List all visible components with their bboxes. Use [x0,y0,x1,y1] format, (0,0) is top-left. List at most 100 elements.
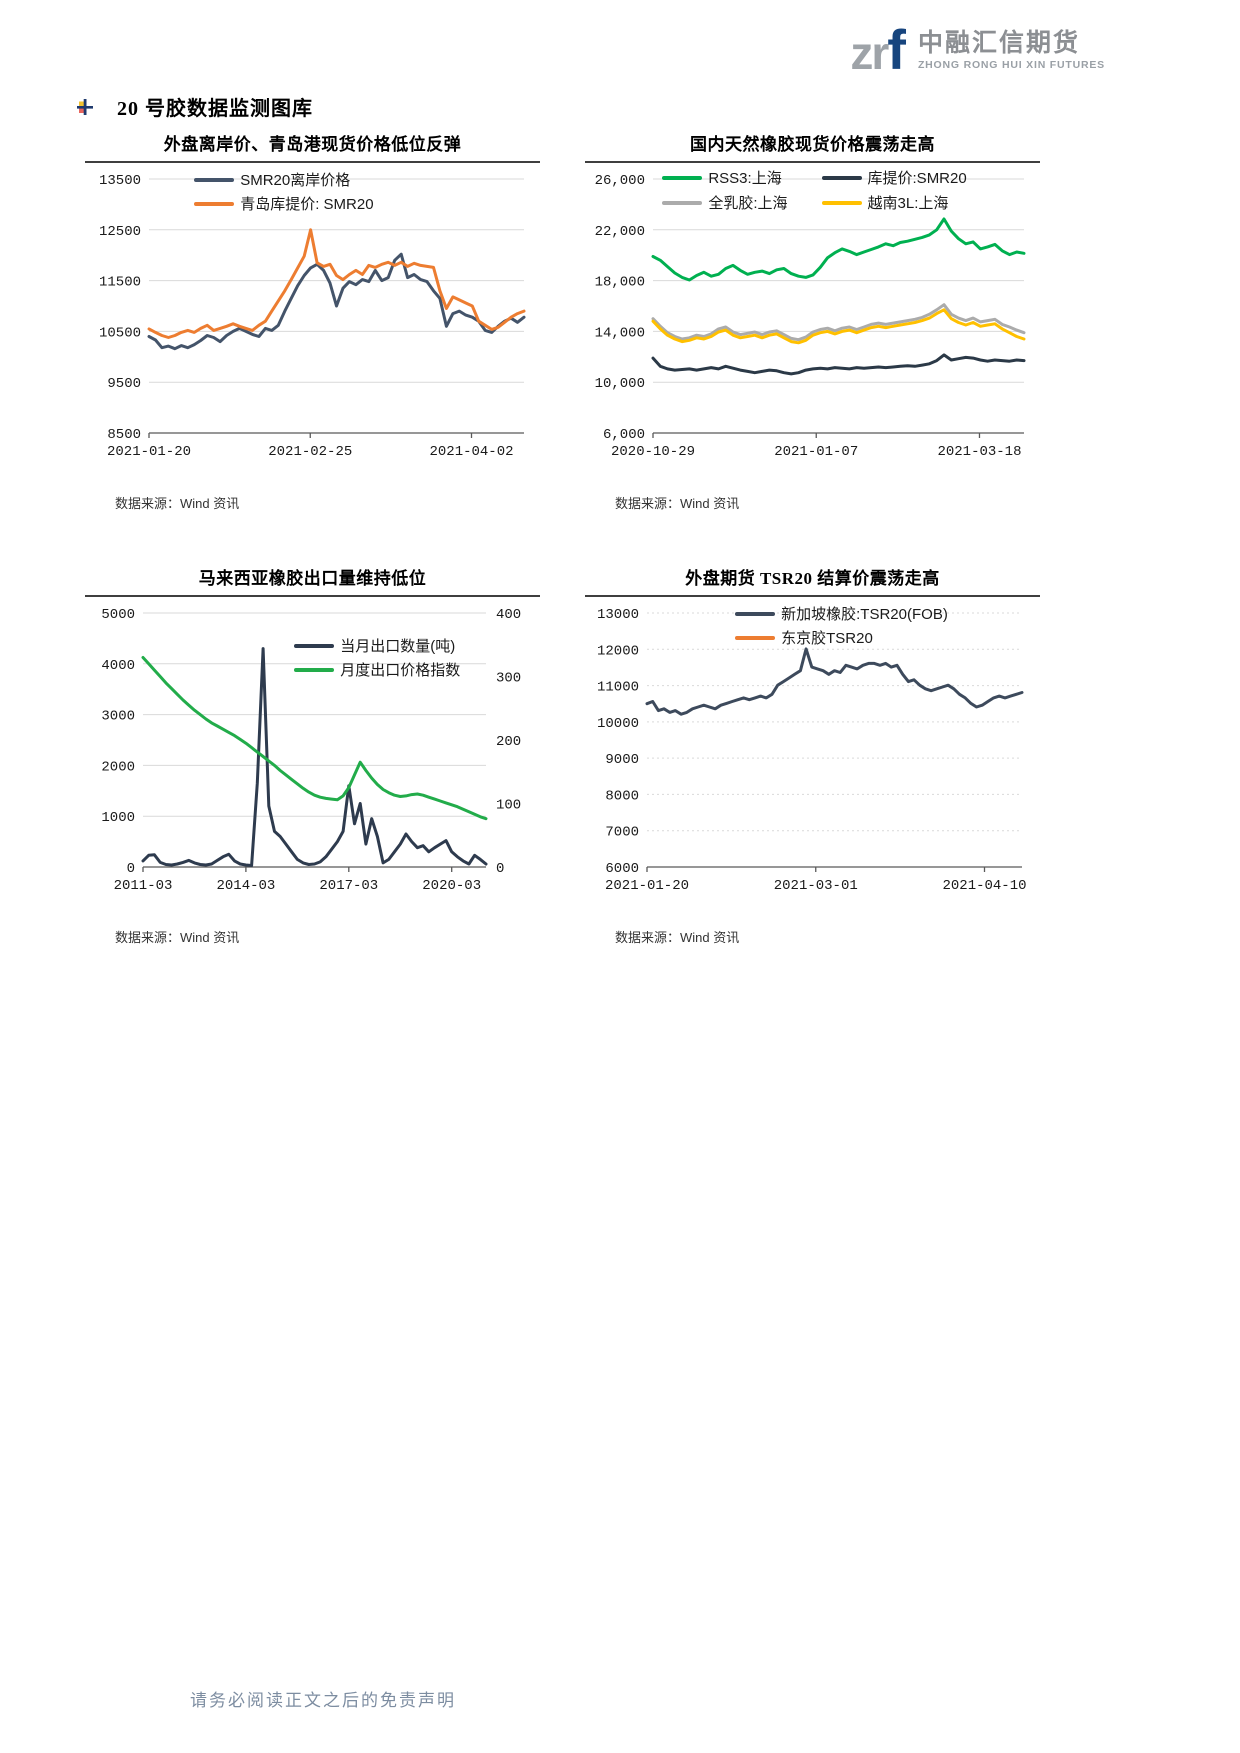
chart-legend: 新加坡橡胶:TSR20(FOB) 东京胶TSR20 [735,603,948,648]
svg-text:0: 0 [496,861,504,877]
section-title: 20 号胶数据监测图库 [117,98,313,120]
svg-text:26,000: 26,000 [595,173,645,189]
svg-text:7000: 7000 [605,825,639,841]
logo-wordmark: 中融汇信期货 ZHONG RONG HUI XIN FUTURES [918,29,1105,72]
svg-text:9500: 9500 [107,376,141,392]
legend-item: RSS3:上海 [662,167,787,188]
company-logo: zrf 中融汇信期货 ZHONG RONG HUI XIN FUTURES [850,22,1105,78]
legend-label: 越南3L:上海 [867,195,949,212]
svg-text:18,000: 18,000 [595,275,645,291]
svg-text:2011-03: 2011-03 [114,878,173,894]
chart-card-tsr20-futures: 外盘期货 TSR20 结算价震荡走高 6000 7000 8000 9000 10000… [585,564,1040,946]
chart-canvas: 6,000 10,000 14,000 18,000 22,000 26,000 2020-… [585,167,1040,467]
logo-zr-text: zr [850,27,889,79]
svg-text:2021-02-25: 2021-02-25 [268,444,352,460]
svg-text:6,000: 6,000 [603,427,645,443]
legend-swatch [821,200,862,205]
legend-swatch [294,667,335,672]
legend-label: 东京胶TSR20 [781,630,873,647]
svg-text:0: 0 [127,861,135,877]
legend-label: 青岛库提价: SMR20 [240,196,374,213]
svg-text:8500: 8500 [107,427,141,443]
svg-text:2020-03: 2020-03 [422,878,481,894]
legend-swatch [294,643,335,648]
svg-text:3000: 3000 [101,709,135,725]
svg-text:2000: 2000 [101,759,135,775]
svg-text:2017-03: 2017-03 [319,878,378,894]
chart-title: 外盘期货 TSR20 结算价震荡走高 [685,569,940,588]
logo-zrf-mark: zrf [850,22,906,79]
svg-text:2021-04-02: 2021-04-02 [429,444,513,460]
svg-text:5000: 5000 [101,607,135,623]
logo-f-text: f [887,18,906,81]
legend-label: 库提价:SMR20 [867,170,967,187]
svg-text:2021-03-18: 2021-03-18 [937,444,1021,460]
legend-item: 越南3L:上海 [821,192,967,213]
legend-swatch [194,177,235,182]
legend-label: 全乳胶:上海 [708,195,788,212]
chart-legend: RSS3:上海 库提价:SMR20 全乳胶:上海 越南3L:上海 [662,167,967,213]
svg-text:12000: 12000 [597,643,639,659]
svg-text:10000: 10000 [597,716,639,732]
legend-item: 库提价:SMR20 [821,167,967,188]
svg-text:2014-03: 2014-03 [216,878,275,894]
svg-text:13500: 13500 [99,173,141,189]
chart-card-domestic-spot: 国内天然橡胶现货价格震荡走高 6,000 10,000 14,000 18,000 22… [585,130,1040,512]
title-rule [585,595,1040,597]
legend-label: RSS3:上海 [708,170,782,187]
svg-text:8000: 8000 [605,788,639,804]
svg-text:2021-01-07: 2021-01-07 [774,444,858,460]
svg-text:12500: 12500 [99,224,141,240]
svg-text:2021-04-10: 2021-04-10 [942,878,1026,894]
svg-text:10500: 10500 [99,325,141,341]
legend-label: 新加坡橡胶:TSR20(FOB) [781,606,948,623]
legend-item: 当月出口数量(吨) [294,635,460,656]
chart-canvas: 0 1000 2000 3000 4000 5000 0 100 200 300 400 2011-0… [85,601,540,901]
chart-svg: 6,000 10,000 14,000 18,000 22,000 26,000 2020-… [595,173,1026,460]
chart-legend: SMR20离岸价格青岛库提价: SMR20 [194,169,374,214]
legend-swatch [735,635,776,640]
logo-company-name-cn: 中融汇信期货 [917,28,1080,57]
title-rule [585,161,1040,163]
chart-title: 国内天然橡胶现货价格震荡走高 [690,135,935,154]
legend-swatch [735,611,776,616]
chart-canvas: 8500 9500 10500 11500 12500 13500 2021-01-20 20… [85,167,540,467]
chart-card-malaysia-export: 马来西亚橡胶出口量维持低位 0 1000 2000 3000 4000 5000 0 100 2… [85,564,540,946]
legend-label: 月度出口价格指数 [340,662,461,679]
svg-text:14,000: 14,000 [595,325,645,341]
chart-title: 外盘离岸价、青岛港现货价格低位反弹 [163,135,462,154]
svg-text:13000: 13000 [597,607,639,623]
legend-item: 全乳胶:上海 [662,192,788,213]
svg-text:2021-01-20: 2021-01-20 [107,444,191,460]
title-rule [85,161,540,163]
charts-grid: 外盘离岸价、青岛港现货价格低位反弹 8500 9500 10500 11500 1250… [85,130,1040,946]
legend-item: 青岛库提价: SMR20 [194,193,374,214]
legend-swatch [662,175,703,180]
logo-company-name-en: ZHONG RONG HUI XIN FUTURES [917,59,1105,72]
disclaimer-footer: 请务必阅读正文之后的免责声明 [190,1691,456,1710]
legend-swatch [821,175,862,180]
legend-item: 新加坡橡胶:TSR20(FOB) [735,603,948,624]
svg-text:2021-01-20: 2021-01-20 [605,878,689,894]
svg-text:6000: 6000 [605,861,639,877]
data-source-label: 数据来源：Wind 资讯 [115,496,240,511]
section-heading: 20 号胶数据监测图库 [75,92,313,121]
svg-text:4000: 4000 [101,658,135,674]
svg-text:2021-03-01: 2021-03-01 [774,878,858,894]
svg-text:400: 400 [496,607,521,623]
chart-legend: 当月出口数量(吨) 月度出口价格指数 [294,635,460,680]
chart-svg: 8500 9500 10500 11500 12500 13500 2021-01-20 20… [99,173,526,460]
svg-text:11500: 11500 [99,275,141,291]
legend-label: 当月出口数量(吨) [340,638,456,655]
chart-svg: 0 1000 2000 3000 4000 5000 0 100 200 300 400 2011-0… [101,607,521,894]
legend-label: SMR20离岸价格 [240,172,351,189]
chart-title: 马来西亚橡胶出口量维持低位 [198,569,427,588]
title-rule [85,595,540,597]
svg-text:2020-10-29: 2020-10-29 [611,444,695,460]
svg-text:1000: 1000 [101,810,135,826]
chart-canvas: 6000 7000 8000 9000 10000 11000 12000 13000 2021… [585,601,1040,901]
svg-text:300: 300 [496,671,521,687]
legend-item: SMR20离岸价格 [194,169,373,190]
data-source-label: 数据来源：Wind 资讯 [615,930,740,945]
legend-item: 月度出口价格指数 [294,659,460,680]
